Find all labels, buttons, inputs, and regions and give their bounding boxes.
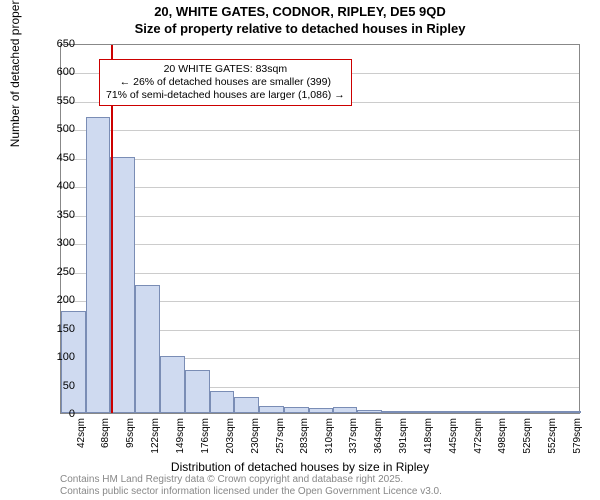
- grid-line: [61, 273, 579, 274]
- x-tick-label: 95sqm: [125, 418, 136, 458]
- grid-line: [61, 187, 579, 188]
- x-tick-label: 525sqm: [522, 418, 533, 458]
- x-tick-label: 552sqm: [547, 418, 558, 458]
- histogram-bar: [507, 411, 531, 413]
- attribution-footer: Contains HM Land Registry data © Crown c…: [60, 474, 442, 498]
- x-tick-label: 68sqm: [100, 418, 111, 458]
- x-tick-label: 418sqm: [423, 418, 434, 458]
- x-tick-label: 149sqm: [175, 418, 186, 458]
- callout-line1: 20 WHITE GATES: 83sqm: [106, 63, 345, 76]
- y-axis-label: Number of detached properties: [8, 0, 22, 147]
- grid-line: [61, 216, 579, 217]
- x-tick-label: 310sqm: [324, 418, 335, 458]
- x-tick-label: 391sqm: [398, 418, 409, 458]
- histogram-bar: [309, 408, 334, 413]
- y-tick-label: 0: [35, 408, 75, 420]
- y-tick-label: 650: [35, 38, 75, 50]
- histogram-bar: [357, 410, 382, 413]
- grid-line: [61, 244, 579, 245]
- y-tick-label: 500: [35, 123, 75, 135]
- histogram-bar: [135, 285, 160, 413]
- x-tick-label: 230sqm: [250, 418, 261, 458]
- histogram-bar: [185, 370, 210, 413]
- y-tick-label: 300: [35, 237, 75, 249]
- y-tick-label: 350: [35, 209, 75, 221]
- grid-line: [61, 130, 579, 131]
- y-tick-label: 600: [35, 66, 75, 78]
- y-tick-label: 250: [35, 266, 75, 278]
- footer-line2: Contains public sector information licen…: [60, 486, 442, 498]
- x-tick-label: 337sqm: [348, 418, 359, 458]
- histogram-bar: [110, 157, 135, 413]
- y-tick-label: 100: [35, 351, 75, 363]
- histogram-bar: [210, 391, 234, 413]
- x-tick-label: 445sqm: [448, 418, 459, 458]
- title-line2: Size of property relative to detached ho…: [0, 21, 600, 38]
- x-tick-label: 122sqm: [150, 418, 161, 458]
- histogram-bar: [556, 411, 581, 413]
- histogram-bar: [234, 397, 259, 413]
- x-tick-label: 257sqm: [275, 418, 286, 458]
- y-tick-label: 400: [35, 180, 75, 192]
- histogram-bar: [382, 411, 407, 413]
- y-tick-label: 550: [35, 95, 75, 107]
- x-tick-label: 579sqm: [572, 418, 583, 458]
- x-tick-label: 42sqm: [76, 418, 87, 458]
- x-tick-label: 176sqm: [200, 418, 211, 458]
- chart-title-block: 20, WHITE GATES, CODNOR, RIPLEY, DE5 9QD…: [0, 0, 600, 38]
- histogram-bar: [457, 411, 482, 413]
- chart-plot-area: 20 WHITE GATES: 83sqm← 26% of detached h…: [60, 44, 580, 414]
- x-tick-label: 472sqm: [473, 418, 484, 458]
- x-tick-label: 364sqm: [373, 418, 384, 458]
- callout-line2: ← 26% of detached houses are smaller (39…: [106, 76, 345, 89]
- x-tick-label: 498sqm: [497, 418, 508, 458]
- histogram-bar: [482, 411, 507, 413]
- title-line1: 20, WHITE GATES, CODNOR, RIPLEY, DE5 9QD: [0, 4, 600, 21]
- x-tick-label: 203sqm: [225, 418, 236, 458]
- callout-line3: 71% of semi-detached houses are larger (…: [106, 89, 345, 102]
- histogram-bar: [160, 356, 185, 413]
- histogram-bar: [86, 117, 110, 413]
- property-callout: 20 WHITE GATES: 83sqm← 26% of detached h…: [99, 59, 352, 106]
- y-tick-label: 50: [35, 380, 75, 392]
- grid-line: [61, 159, 579, 160]
- histogram-bar: [284, 407, 309, 413]
- histogram-bar: [432, 411, 457, 413]
- x-axis-label: Distribution of detached houses by size …: [0, 460, 600, 474]
- histogram-bar: [531, 411, 556, 413]
- histogram-bar: [259, 406, 284, 413]
- histogram-bar: [407, 411, 432, 413]
- footer-line1: Contains HM Land Registry data © Crown c…: [60, 474, 442, 486]
- y-tick-label: 200: [35, 294, 75, 306]
- y-tick-label: 150: [35, 323, 75, 335]
- x-tick-label: 283sqm: [299, 418, 310, 458]
- histogram-bar: [333, 407, 357, 413]
- y-tick-label: 450: [35, 152, 75, 164]
